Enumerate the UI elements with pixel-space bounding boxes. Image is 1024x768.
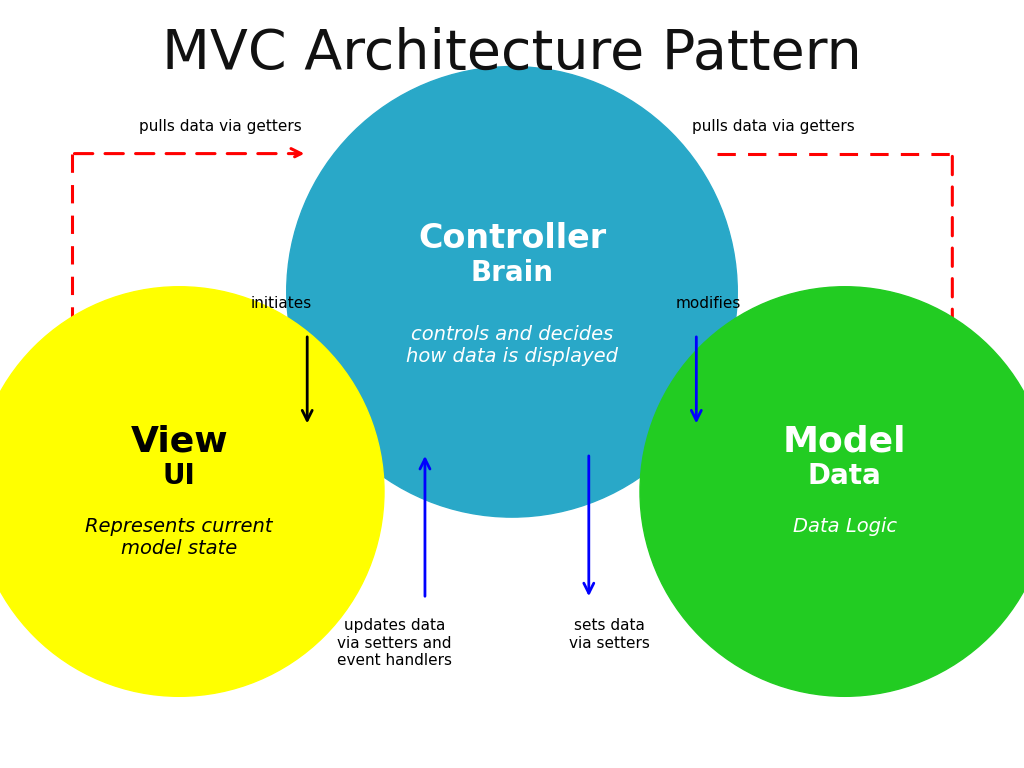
Text: MVC Architecture Pattern: MVC Architecture Pattern	[162, 27, 862, 81]
Text: View: View	[130, 425, 228, 458]
Text: modifies: modifies	[676, 296, 741, 311]
Text: Represents current
model state: Represents current model state	[85, 517, 273, 558]
Text: initiates: initiates	[251, 296, 312, 311]
Text: controls and decides
how data is displayed: controls and decides how data is display…	[406, 325, 618, 366]
Text: Data: Data	[808, 462, 882, 490]
Text: pulls data via getters: pulls data via getters	[139, 119, 301, 134]
Text: pulls data via getters: pulls data via getters	[692, 119, 854, 134]
Circle shape	[287, 67, 737, 517]
Text: UI: UI	[163, 462, 196, 490]
Circle shape	[640, 286, 1024, 697]
Text: Brain: Brain	[470, 259, 554, 286]
Text: Controller: Controller	[418, 222, 606, 254]
Text: updates data
via setters and
event handlers: updates data via setters and event handl…	[337, 618, 452, 668]
Text: Data Logic: Data Logic	[793, 517, 897, 535]
Circle shape	[0, 286, 384, 697]
Text: Model: Model	[783, 425, 906, 458]
Text: sets data
via setters: sets data via setters	[569, 618, 649, 650]
